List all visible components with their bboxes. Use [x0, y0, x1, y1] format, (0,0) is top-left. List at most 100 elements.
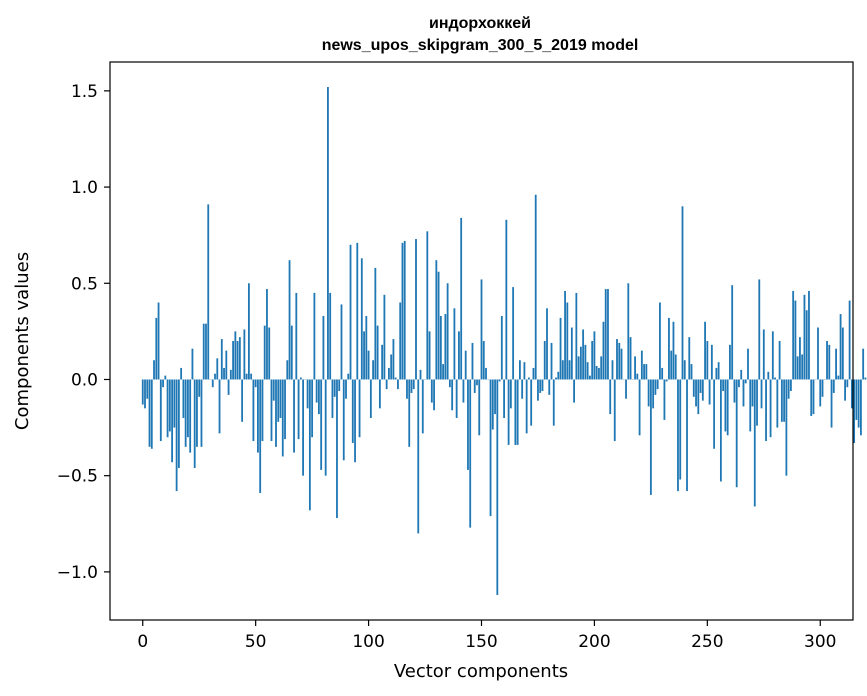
- bar-109: [388, 367, 390, 380]
- bar-299: [817, 327, 819, 380]
- bar-309: [839, 314, 842, 380]
- bar-307: [835, 348, 837, 380]
- bar-280: [774, 377, 776, 380]
- bar-139: [455, 379, 458, 418]
- bar-40: [232, 341, 234, 380]
- bar-205: [604, 289, 607, 380]
- bar-115: [401, 242, 404, 380]
- y-tick-label-4: 1.0: [71, 178, 98, 198]
- bar-320: [864, 377, 867, 380]
- bar-182: [552, 379, 555, 426]
- bar-274: [760, 379, 763, 409]
- bar-244: [692, 379, 695, 397]
- bar-55: [266, 289, 268, 380]
- bar-210: [616, 339, 618, 380]
- bar-136: [448, 379, 451, 388]
- bar-97: [360, 258, 363, 380]
- bar-19: [184, 379, 187, 447]
- bar-91: [347, 373, 350, 380]
- bar-285: [785, 379, 788, 476]
- bar-193: [577, 356, 580, 380]
- bar-224: [647, 379, 650, 407]
- bar-44: [241, 379, 244, 422]
- bar-95: [356, 242, 359, 380]
- bar-134: [444, 314, 447, 380]
- bar-166: [516, 379, 519, 445]
- bar-297: [812, 379, 815, 415]
- bar-143: [464, 350, 467, 380]
- bar-122: [417, 379, 420, 534]
- bar-212: [620, 348, 623, 380]
- x-tick-label-250: 250: [691, 632, 723, 652]
- bar-275: [762, 329, 765, 380]
- bar-159: [500, 315, 503, 380]
- bar-229: [659, 302, 661, 380]
- bar-94: [354, 379, 356, 463]
- bar-130: [435, 260, 438, 380]
- bar-179: [546, 308, 548, 380]
- bar-294: [805, 310, 808, 380]
- bar-177: [541, 379, 544, 392]
- bar-113: [397, 379, 399, 390]
- bar-119: [410, 379, 413, 393]
- bar-247: [699, 379, 702, 393]
- bar-155: [491, 379, 494, 430]
- bar-87: [338, 379, 341, 392]
- bar-188: [566, 302, 569, 380]
- bar-68: [295, 292, 298, 380]
- bar-5: [153, 360, 155, 380]
- bar-206: [607, 289, 609, 380]
- bar-118: [408, 379, 411, 447]
- bar-174: [534, 194, 537, 380]
- bar-86: [336, 379, 338, 519]
- bar-290: [796, 356, 799, 380]
- bar-172: [530, 379, 533, 426]
- bar-315: [853, 379, 856, 443]
- bar-39: [229, 369, 232, 380]
- bar-47: [247, 283, 250, 380]
- bar-271: [753, 379, 756, 507]
- bar-317: [857, 379, 860, 428]
- bar-305: [830, 379, 833, 428]
- bar-236: [674, 354, 677, 380]
- bar-140: [458, 331, 460, 380]
- x-tick-label-300: 300: [804, 632, 836, 652]
- bar-226: [652, 379, 655, 409]
- bar-225: [649, 379, 652, 495]
- bar-289: [794, 300, 797, 380]
- bar-24: [196, 379, 198, 447]
- bar-169: [523, 362, 526, 380]
- bar-106: [381, 344, 384, 380]
- bar-31: [211, 379, 214, 388]
- x-tick-label-150: 150: [465, 632, 497, 652]
- bar-120: [412, 379, 415, 390]
- bar-196: [584, 344, 587, 380]
- bar-168: [521, 379, 524, 399]
- bar-100: [367, 350, 370, 380]
- bar-235: [672, 321, 675, 380]
- bar-197: [586, 362, 589, 380]
- bar-300: [819, 379, 822, 407]
- bar-209: [613, 379, 616, 442]
- bar-0: [141, 379, 144, 405]
- bar-237: [677, 379, 679, 492]
- bar-156: [494, 379, 496, 415]
- bar-311: [844, 379, 846, 401]
- bar-228: [656, 379, 659, 390]
- bar-264: [738, 379, 740, 388]
- bar-195: [582, 329, 585, 380]
- bar-181: [550, 342, 553, 380]
- bar-145: [469, 379, 472, 528]
- bar-62: [281, 379, 284, 457]
- bar-287: [789, 379, 792, 392]
- bar-192: [575, 292, 578, 380]
- bar-38: [227, 379, 230, 395]
- bar-189: [568, 360, 571, 380]
- y-tick-label-3: 0.5: [71, 274, 98, 294]
- bar-89: [342, 379, 345, 461]
- bar-67: [293, 379, 295, 453]
- bar-66: [290, 325, 293, 380]
- bar-227: [654, 379, 657, 395]
- bar-198: [589, 375, 591, 380]
- bar-241: [686, 379, 688, 492]
